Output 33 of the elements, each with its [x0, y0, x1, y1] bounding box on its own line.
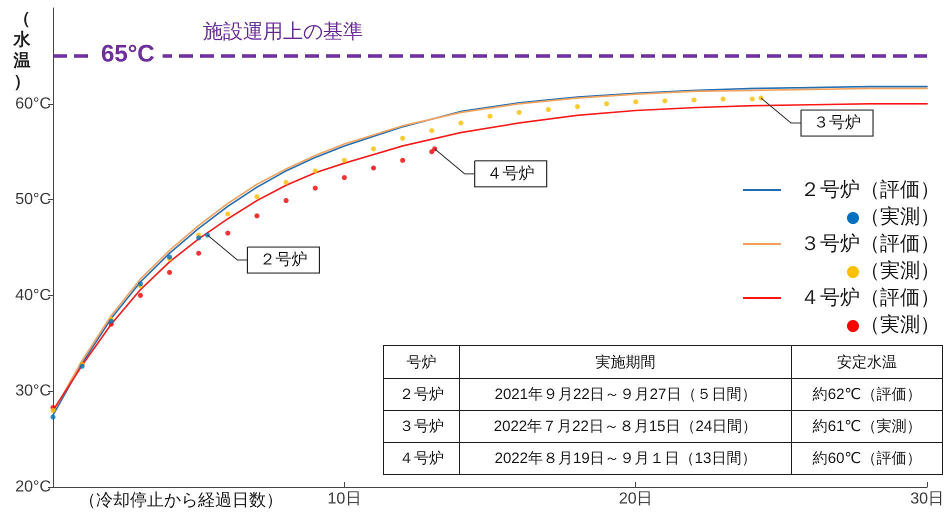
annotation: ４号炉	[384, 442, 460, 474]
x-tick-label: 30日	[910, 490, 944, 508]
y-tick-label: 30°C	[15, 382, 51, 400]
annotation: ２号炉	[384, 378, 460, 410]
legend-label: （実測）	[860, 259, 940, 282]
y-tick-label: 40°C	[15, 286, 51, 304]
y-tick-label: 50°C	[15, 191, 51, 208]
annotation: 2022年８月19日～９月１日（13日間）	[460, 442, 792, 474]
annotation: ４号炉	[486, 164, 535, 182]
annotation: 約60℃（評価）	[792, 442, 942, 474]
annotation: 約61℃（実測）	[792, 410, 942, 442]
y-tick-label: 20°C	[15, 478, 51, 496]
legend-label: ２号炉（評価）	[800, 179, 940, 201]
annotation: ３号炉	[384, 410, 460, 442]
x-tick-label: 20日	[618, 490, 653, 508]
legend-label: （実測）	[860, 205, 940, 228]
x-axis-title: （冷却停止から経過日数）	[79, 490, 283, 510]
annotation: 2021年９月22日～９月27日（５日間）	[460, 378, 792, 410]
annotation: 2022年７月22日～８月15日（24日間）	[460, 410, 792, 442]
x-tick-label: 10日	[327, 490, 362, 508]
annotation: 施設運用上の基準	[203, 21, 363, 43]
annotation: 実施期間	[460, 346, 792, 378]
legend-label: （実測）	[860, 313, 940, 336]
ref-line-label: 65°C	[101, 40, 155, 68]
legend-label: ４号炉（評価）	[800, 287, 940, 309]
annotation: 安定水温	[792, 346, 942, 378]
legend-label: ３号炉（評価）	[800, 233, 940, 255]
y-axis-title: （水温）	[12, 9, 32, 91]
annotation: 号炉	[384, 346, 460, 378]
y-tick-label: 60°C	[15, 95, 51, 112]
annotation: ３号炉	[813, 114, 862, 132]
annotation: ２号炉	[259, 250, 308, 269]
annotation: 約62℃（評価）	[792, 378, 942, 410]
